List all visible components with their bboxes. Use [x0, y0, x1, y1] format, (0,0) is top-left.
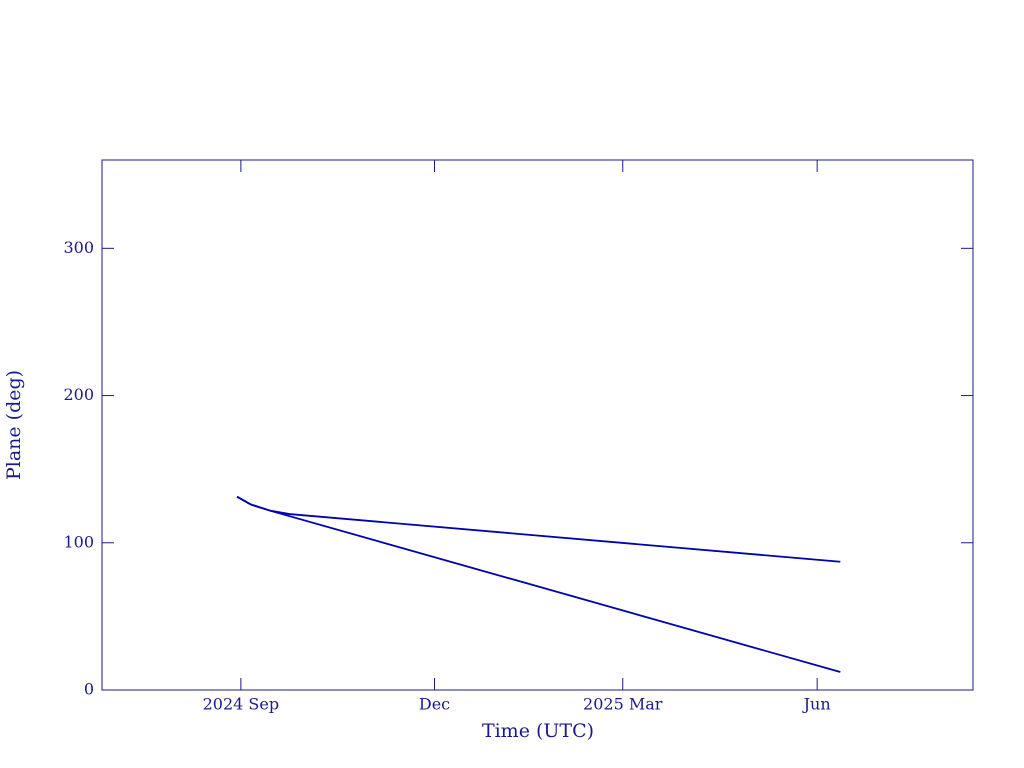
x-axis-label: Time (UTC) — [482, 720, 594, 742]
y-tick-label: 0 — [84, 680, 94, 699]
series-line — [236, 495, 841, 563]
plot-frame — [101, 159, 974, 691]
y-tick-label: 300 — [63, 238, 94, 257]
x-tick-label: Dec — [419, 695, 450, 714]
x-tick-label: Jun — [802, 695, 831, 714]
x-tick-label: 2025 Mar — [583, 695, 663, 714]
series-line — [236, 495, 841, 673]
x-tick-label: 2024 Sep — [203, 695, 279, 714]
y-tick-label: 200 — [63, 385, 94, 404]
y-tick-label: 100 — [63, 532, 94, 551]
y-axis-label: Plane (deg) — [3, 370, 25, 480]
